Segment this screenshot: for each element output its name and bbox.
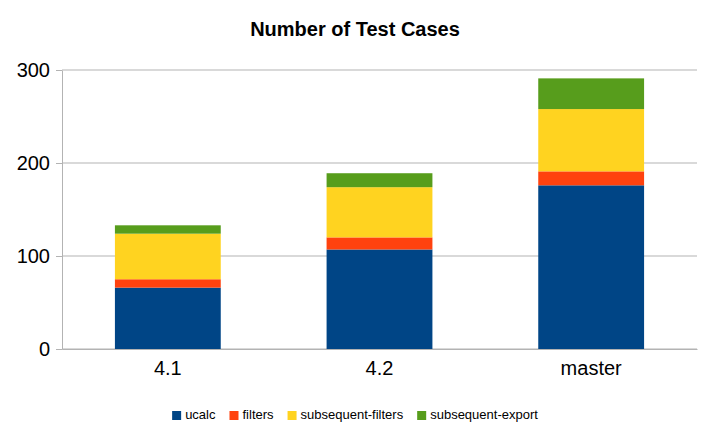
x-tick: 4.1 — [154, 357, 182, 379]
y-axis-line — [62, 71, 63, 350]
y-tick-label: 200 — [17, 152, 50, 174]
series — [115, 78, 644, 233]
legend-label: ucalc — [185, 407, 216, 422]
legend-swatch — [229, 411, 238, 420]
y-tick-mark — [56, 70, 62, 71]
x-tick-label: 4.2 — [366, 357, 394, 379]
series — [115, 171, 644, 287]
legend-swatch — [417, 411, 426, 420]
x-tick: 4.2 — [366, 357, 394, 379]
y-tick: 300 — [17, 59, 62, 81]
chart: Number of Test Cases 0 100 200 300 4.1 4.2 mast… — [0, 0, 710, 435]
y-tick-label: 0 — [39, 338, 50, 360]
y-axis: 0 100 200 300 — [17, 59, 63, 360]
y-tick-label: 100 — [17, 245, 50, 267]
legend-item: subsequent-filters — [288, 407, 404, 422]
bar — [115, 234, 221, 280]
legend: ucalc filters subsequent-filters subsequent… — [172, 407, 538, 422]
bar — [538, 78, 644, 109]
x-tick: master — [561, 357, 622, 379]
x-axis-line — [63, 349, 698, 350]
bar — [538, 109, 644, 171]
series — [115, 109, 644, 279]
bar — [327, 187, 433, 237]
bars — [115, 78, 644, 349]
bar — [115, 279, 221, 287]
bar — [327, 237, 433, 249]
legend-swatch — [288, 411, 297, 420]
grid — [62, 70, 697, 349]
grid-line — [62, 70, 697, 71]
bar — [115, 225, 221, 233]
bar — [115, 288, 221, 349]
legend-swatch — [172, 411, 181, 420]
legend-item: subsequent-export — [417, 407, 538, 422]
x-axis: 4.1 4.2 master — [63, 350, 698, 380]
series — [115, 185, 644, 349]
title: Number of Test Cases — [250, 18, 460, 40]
y-tick-mark — [56, 163, 62, 164]
plot: 0 100 200 300 4.1 4.2 master — [17, 59, 698, 379]
y-tick-mark — [56, 349, 62, 350]
y-tick: 100 — [17, 245, 62, 267]
legend-label: subsequent-filters — [301, 407, 404, 422]
x-tick-label: 4.1 — [154, 357, 182, 379]
y-tick: 200 — [17, 152, 62, 174]
y-tick: 0 — [39, 338, 62, 360]
legend-item: ucalc — [172, 407, 216, 422]
y-tick-label: 300 — [17, 59, 50, 81]
bar — [327, 173, 433, 187]
legend-item: filters — [229, 407, 274, 422]
bar — [538, 185, 644, 349]
x-tick-label: master — [561, 357, 622, 379]
y-tick-mark — [56, 256, 62, 257]
bar — [538, 171, 644, 185]
legend-label: filters — [242, 407, 274, 422]
legend-label: subsequent-export — [430, 407, 538, 422]
bar — [327, 249, 433, 349]
